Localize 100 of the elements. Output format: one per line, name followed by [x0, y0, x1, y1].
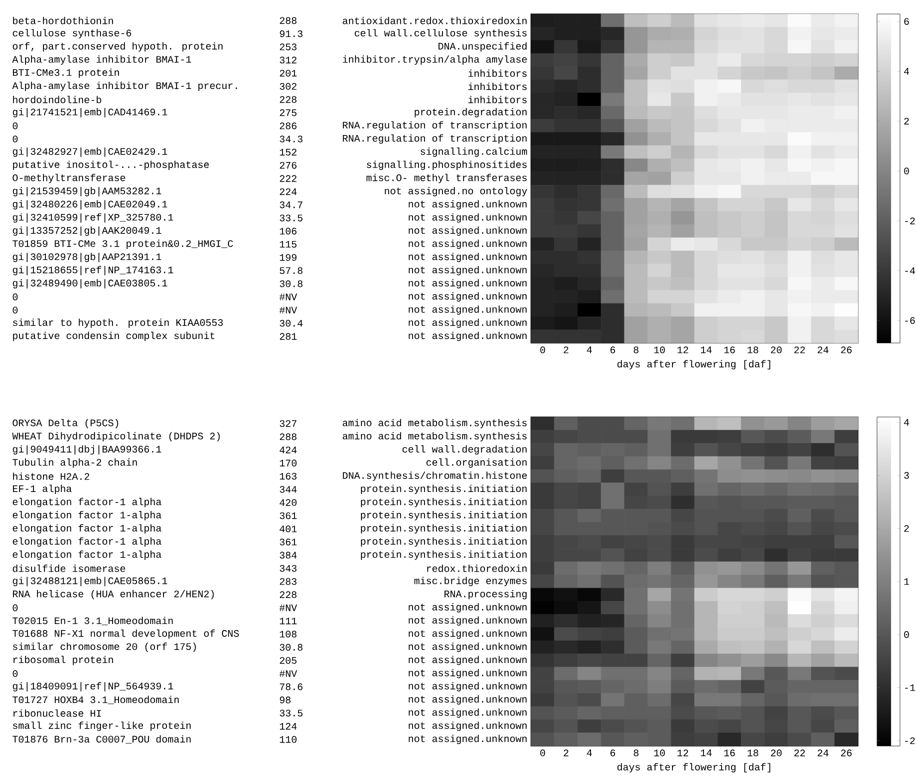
text: similar chromosome 20 (orf 175)	[13, 642, 196, 652]
y-tick-label: not assigned.unknown	[408, 200, 527, 210]
x-tick-label: 2	[564, 750, 568, 756]
text: #NV	[279, 294, 298, 300]
y-tick-label: amino acid metabolism.synthesis	[342, 432, 527, 442]
color-bar-label: 1	[904, 578, 910, 585]
text: 33.5	[280, 214, 302, 222]
text: 288	[280, 17, 296, 24]
text: O-methyltransferase	[12, 174, 126, 184]
x-tick-label: 2	[564, 346, 568, 354]
y-tick-label: protein.degradation	[414, 108, 527, 118]
y-tick-label: DNA.unspecified	[438, 42, 527, 52]
text: #NV	[279, 604, 298, 612]
text: 152	[280, 148, 296, 156]
x-tick-label: 22	[794, 750, 805, 756]
text: cellulose synthase-6	[12, 29, 132, 38]
text: 361	[280, 512, 297, 520]
text: ribosomal protein	[13, 656, 113, 666]
y-tick-label: not assigned.unknown	[408, 266, 527, 276]
x-tick-label: 14	[700, 346, 712, 354]
text: elongation factor-1 alpha	[12, 537, 162, 547]
x-tick-label: 18	[748, 346, 758, 354]
text: 344	[280, 486, 297, 493]
text: gi|32489490|emb|CAE03805.1	[12, 279, 168, 288]
text: 384	[280, 552, 297, 559]
x-tick-label: 14	[700, 750, 712, 756]
color-bar-label: 2	[904, 525, 909, 532]
text: EF-1 alpha	[12, 484, 72, 494]
y-tick-label: not assigned.unknown	[408, 252, 527, 262]
text: elongation factor-1 alpha	[12, 498, 162, 508]
text: beta-hordothionin	[13, 16, 113, 24]
text: gi|9049411|dbj|BAA99366.1	[12, 445, 162, 455]
text: #NV	[279, 306, 298, 314]
y-tick-label: redox.thioredoxin	[427, 564, 527, 572]
y-tick-label: not assigned.unknown	[408, 734, 527, 744]
y-tick-label: inhibitor.trypsin/alpha amylase	[342, 55, 527, 65]
y-tick-label: not assigned.unknown	[408, 332, 527, 342]
text: 288	[280, 433, 296, 440]
text: 30.8	[280, 280, 302, 288]
y-tick-label: not assigned.unknown	[408, 668, 527, 678]
text: 0	[12, 604, 18, 612]
y-tick-label: protein.synthesis.initiation	[360, 498, 527, 508]
y-tick-label: inhibitors	[468, 82, 527, 90]
text: histone H2A.2	[13, 472, 90, 480]
text: 163	[280, 472, 296, 480]
text: elongation factor 1-alpha	[12, 511, 162, 520]
y-tick-label: protein.synthesis.initiation	[360, 511, 527, 520]
text: 115	[280, 240, 296, 248]
text: RNA helicase (HUA enhancer 2/HEN2)	[12, 590, 214, 600]
y-tick-label: not assigned.unknown	[408, 708, 527, 718]
color-bar-label: -2	[905, 218, 915, 224]
y-tick-label: not assigned.unknown	[408, 642, 527, 652]
color-bar-label: 4	[904, 419, 909, 426]
y-tick-label: not assigned.unknown	[408, 630, 527, 639]
y-tick-label: protein.synthesis.initiation	[360, 484, 527, 494]
y-tick-label: cell wall.cellulose synthesis	[354, 29, 527, 38]
x-tick-label: 26	[841, 750, 852, 756]
text: gi|32482927|emb|CAE02429.1	[12, 148, 168, 157]
y-tick-label: cell.organisation	[426, 458, 527, 468]
text: 228	[280, 591, 296, 598]
text: 124	[280, 722, 297, 730]
y-tick-label: not assigned.unknown	[408, 318, 527, 328]
color-bar-label: 2	[904, 118, 909, 124]
y-tick-label: antioxidant.redox.thioxiredoxin	[342, 16, 527, 24]
x-tick-label: 8	[634, 750, 638, 756]
text: orf, part.conserved hypoth. protein	[12, 42, 223, 52]
y-tick-label: not assigned.unknown	[408, 603, 527, 612]
text: 0	[12, 136, 18, 142]
text: 30.8	[280, 644, 302, 651]
text: 275	[280, 109, 296, 116]
x-tick-label: 20	[770, 750, 782, 756]
y-tick-label: protein.synthesis.initiation	[360, 537, 527, 547]
y-tick-label: not assigned.unknown	[408, 240, 527, 249]
text: 110	[280, 736, 297, 743]
x-tick-label: 24	[818, 750, 828, 756]
y-tick-label: inhibitors	[468, 70, 527, 77]
text: 57.8	[280, 267, 302, 274]
y-tick-label: not assigned.unknown	[408, 292, 527, 302]
text: 224	[280, 188, 297, 195]
text: gi|32488121|emb|CAE05865.1	[12, 576, 168, 586]
text: T02015 En-1 3.1_Homeodomain	[12, 616, 173, 626]
color-bar-label: -1	[905, 684, 916, 691]
text: 199	[280, 254, 296, 261]
text: 170	[280, 460, 297, 466]
y-tick-label: not assigned.unknown	[408, 616, 527, 626]
x-tick-label: 0	[540, 750, 546, 756]
text: putative inositol-...-phosphatase	[13, 160, 209, 170]
x-tick-label: 22	[794, 346, 805, 354]
text: disulfide isomerase	[12, 564, 126, 572]
text: WHEAT Dihydrodipicolinate (DHDPS 2)	[12, 432, 220, 442]
text: gi|15218655|ref|NP_174163.1	[12, 266, 174, 276]
text: 253	[280, 44, 296, 50]
text: gi|32480226|emb|CAE02049.1	[12, 200, 168, 210]
x-tick-label: 24	[818, 346, 828, 354]
text: 283	[280, 578, 296, 585]
color-bar-label: 6	[904, 18, 909, 25]
text: 424	[280, 446, 297, 454]
text: Alpha-amylase inhibitor BMAI-1 precur.	[12, 82, 237, 92]
text: 0	[12, 294, 18, 300]
y-tick-label: misc.O- methyl transferases	[366, 174, 527, 184]
